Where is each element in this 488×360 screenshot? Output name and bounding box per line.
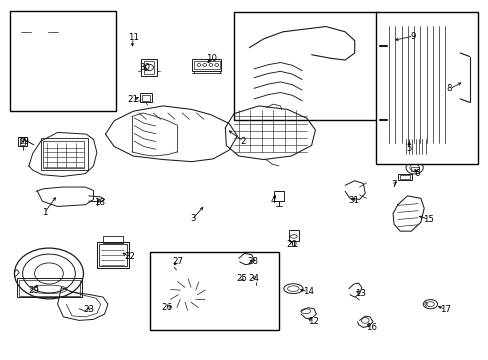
Bar (143, 61, 154, 74)
Bar (141, 59, 157, 76)
Text: 19: 19 (18, 137, 28, 146)
Bar (403, 138, 431, 155)
Bar (15, 72, 47, 80)
Bar (20, 138, 25, 145)
Bar (386, 25, 457, 145)
Bar (49, 81, 77, 100)
Bar (99, 244, 127, 266)
Bar (140, 93, 152, 102)
Text: 28: 28 (247, 257, 258, 266)
Bar (41, 138, 88, 170)
Text: 22: 22 (124, 252, 135, 261)
Text: 13: 13 (354, 289, 365, 298)
Text: 5: 5 (406, 144, 411, 153)
Text: 6: 6 (413, 169, 419, 178)
Bar (410, 167, 418, 171)
Text: 17: 17 (439, 305, 450, 314)
Bar (376, 13, 477, 164)
Bar (17, 278, 82, 297)
Bar (70, 22, 92, 38)
Bar (193, 61, 219, 69)
Text: 9: 9 (410, 32, 415, 41)
Text: 23: 23 (83, 305, 94, 314)
Text: 31: 31 (347, 195, 359, 204)
Bar (274, 191, 283, 201)
Text: 24: 24 (248, 274, 259, 283)
Bar (168, 258, 179, 267)
Text: 25: 25 (236, 274, 246, 283)
Bar (252, 276, 260, 281)
Bar (399, 175, 409, 179)
Text: 1: 1 (42, 208, 47, 217)
Text: 3: 3 (190, 214, 195, 223)
Bar (142, 95, 149, 101)
Text: 30: 30 (140, 63, 150, 72)
Bar (385, 21, 459, 28)
Bar (19, 280, 80, 296)
Bar (397, 143, 404, 152)
Bar (397, 174, 411, 180)
Text: 2: 2 (240, 137, 246, 146)
Bar (163, 304, 209, 315)
Text: 4: 4 (270, 195, 275, 204)
Bar (191, 59, 221, 71)
Bar (97, 242, 129, 268)
Bar (233, 13, 377, 120)
Text: 12: 12 (307, 317, 318, 326)
Text: 18: 18 (94, 198, 105, 207)
Bar (103, 237, 123, 243)
Text: 15: 15 (423, 215, 434, 224)
Text: 10: 10 (206, 54, 217, 63)
Text: 26: 26 (161, 303, 172, 312)
Text: 20: 20 (285, 240, 296, 249)
Text: 7: 7 (390, 180, 396, 189)
Bar (47, 80, 80, 102)
Bar (385, 138, 459, 146)
Bar (73, 24, 89, 36)
Text: 29: 29 (28, 285, 39, 294)
Bar (163, 302, 210, 316)
Text: 11: 11 (127, 33, 139, 42)
Bar (18, 136, 27, 147)
Bar (149, 252, 279, 330)
Bar (250, 275, 262, 282)
Text: 27: 27 (172, 257, 183, 266)
Bar (52, 83, 75, 99)
Text: 14: 14 (302, 287, 313, 296)
Bar (10, 11, 116, 111)
Bar (67, 19, 96, 41)
Bar (288, 230, 299, 241)
Bar (170, 260, 177, 266)
Text: 21: 21 (127, 95, 139, 104)
Bar (43, 141, 84, 168)
Text: 16: 16 (365, 323, 376, 332)
Bar (13, 71, 50, 81)
Text: 8: 8 (446, 85, 451, 94)
